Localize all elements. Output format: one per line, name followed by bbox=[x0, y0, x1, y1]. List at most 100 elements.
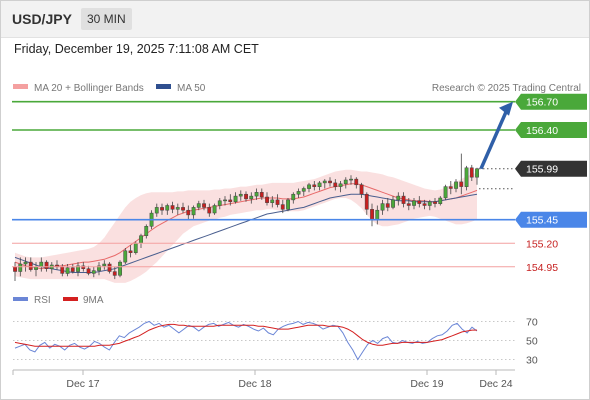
candle bbox=[144, 224, 149, 239]
candle-body bbox=[443, 186, 448, 199]
candle bbox=[417, 196, 422, 208]
candle-body bbox=[28, 261, 33, 270]
candle bbox=[165, 203, 170, 215]
candle-body bbox=[223, 199, 227, 202]
candle-body bbox=[76, 265, 80, 272]
candle bbox=[123, 248, 128, 264]
candle bbox=[102, 260, 107, 270]
candle-body bbox=[133, 243, 138, 253]
candle-body bbox=[427, 201, 432, 206]
candle-body bbox=[385, 203, 390, 208]
candle-body bbox=[333, 182, 338, 187]
candle bbox=[438, 196, 443, 206]
x-tick-label: Dec 17 bbox=[66, 378, 99, 390]
candle bbox=[459, 153, 464, 195]
candle-body bbox=[265, 196, 269, 203]
x-tick-label: Dec 24 bbox=[479, 378, 512, 390]
candle bbox=[191, 205, 196, 219]
candle bbox=[380, 199, 385, 215]
timeframe-button[interactable]: 30 MIN bbox=[81, 8, 132, 30]
ma20-legend-label: MA 20 + Bollinger Bands bbox=[34, 83, 144, 94]
candle bbox=[275, 194, 280, 208]
candle-body bbox=[128, 250, 133, 253]
rsi-legend-label: RSI bbox=[34, 295, 51, 306]
candle-body bbox=[102, 263, 107, 267]
candle-body bbox=[217, 200, 222, 206]
candle bbox=[160, 203, 164, 215]
candle bbox=[238, 190, 243, 201]
candle bbox=[202, 199, 206, 211]
candle-body bbox=[160, 207, 164, 211]
candle-body bbox=[328, 180, 332, 184]
candle-body bbox=[375, 209, 380, 220]
candle bbox=[338, 181, 343, 193]
level-label: 156.70 bbox=[526, 97, 558, 109]
candle-body bbox=[23, 261, 28, 265]
candle-body bbox=[312, 184, 317, 187]
candle-body bbox=[286, 199, 290, 210]
candle-body bbox=[244, 193, 248, 200]
rsi-tick-label: 50 bbox=[526, 336, 538, 348]
candle bbox=[349, 175, 353, 185]
candle-body bbox=[380, 203, 385, 211]
candle-body bbox=[370, 209, 374, 220]
candle-body bbox=[107, 263, 112, 272]
candle bbox=[249, 192, 254, 204]
candle-body bbox=[275, 199, 280, 205]
candle-body bbox=[196, 203, 201, 208]
candle bbox=[112, 266, 117, 280]
candle-body bbox=[170, 205, 175, 210]
candle bbox=[207, 203, 212, 217]
candle bbox=[270, 196, 275, 208]
candle-body bbox=[469, 167, 474, 178]
current-price-label: 155.99 bbox=[526, 164, 558, 176]
level-label-bg bbox=[515, 211, 587, 228]
candle-body bbox=[270, 199, 275, 203]
candle-body bbox=[364, 193, 369, 210]
price-layer bbox=[13, 153, 479, 283]
candle-body bbox=[459, 181, 464, 187]
candle-body bbox=[86, 268, 91, 274]
candle bbox=[23, 257, 28, 272]
candle-body bbox=[97, 265, 101, 271]
candle-body bbox=[191, 207, 196, 216]
candle bbox=[196, 200, 201, 211]
rsi-ma-line bbox=[14, 323, 477, 347]
chart-header: USD/JPY 30 MIN bbox=[1, 1, 589, 38]
candle-body bbox=[448, 186, 453, 189]
candle bbox=[280, 199, 285, 214]
ma50-legend-label: MA 50 bbox=[177, 83, 206, 94]
candle-body bbox=[454, 181, 458, 189]
candle-body bbox=[202, 203, 206, 208]
candle-body bbox=[307, 184, 311, 189]
candle-body bbox=[44, 261, 49, 269]
candle-body bbox=[464, 167, 469, 187]
candle bbox=[454, 179, 458, 193]
candle bbox=[97, 262, 101, 276]
candle-body bbox=[291, 193, 296, 201]
rsi-layer: 70 50 30 bbox=[13, 317, 538, 367]
candle bbox=[401, 192, 406, 208]
candle bbox=[354, 177, 359, 189]
candle-body bbox=[118, 261, 122, 276]
candle bbox=[233, 192, 238, 204]
candle bbox=[464, 165, 469, 191]
candle-body bbox=[338, 183, 343, 187]
candle bbox=[186, 205, 191, 220]
candle bbox=[44, 260, 49, 272]
candle-body bbox=[259, 192, 264, 198]
candle bbox=[91, 266, 96, 278]
candle bbox=[259, 188, 264, 200]
candle-body bbox=[238, 193, 243, 197]
candle bbox=[217, 198, 222, 210]
candle bbox=[291, 192, 296, 204]
candle-body bbox=[412, 200, 416, 206]
candle bbox=[154, 203, 159, 217]
x-tick-label: Dec 18 bbox=[238, 378, 271, 390]
candle-body bbox=[228, 199, 233, 203]
candle bbox=[469, 164, 474, 181]
candle-body bbox=[280, 204, 285, 210]
candle bbox=[322, 179, 327, 189]
candle bbox=[28, 257, 33, 272]
candle bbox=[301, 186, 306, 197]
